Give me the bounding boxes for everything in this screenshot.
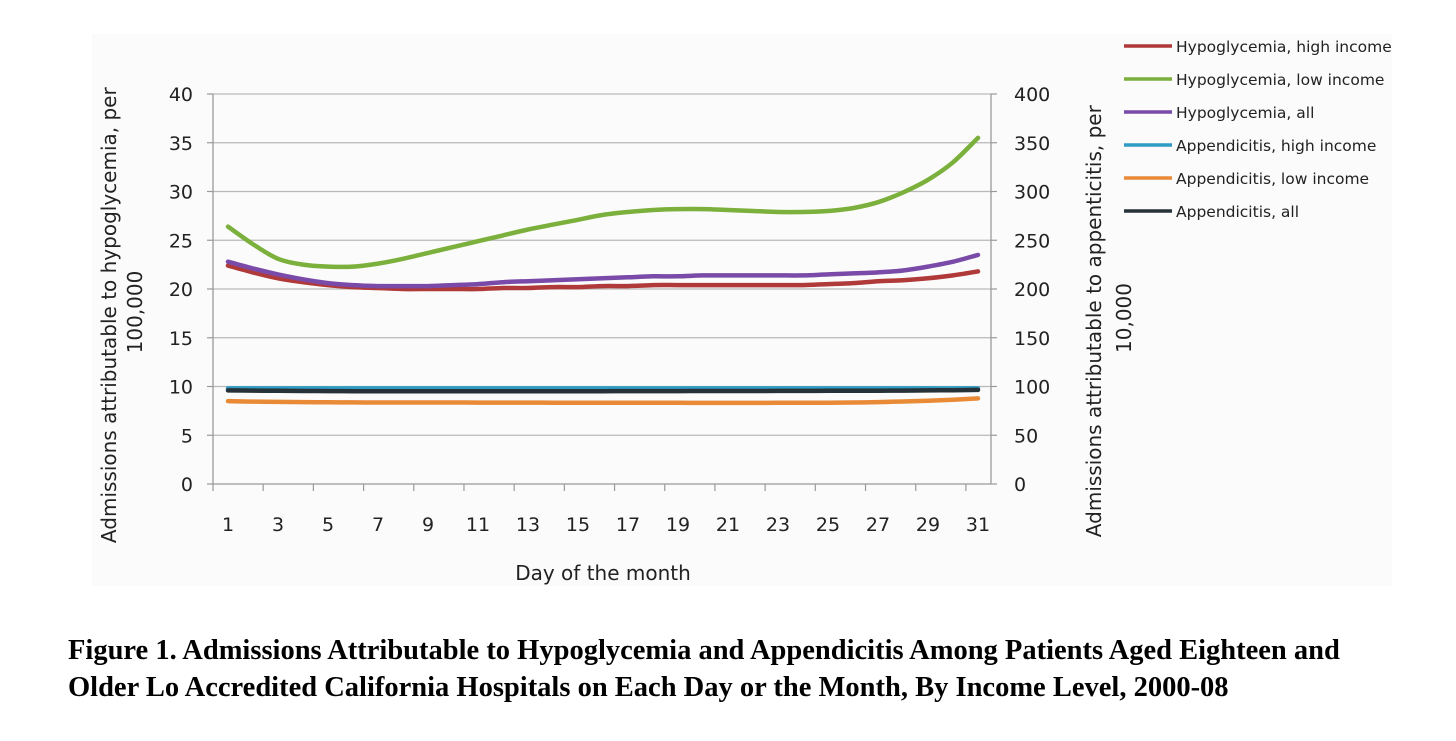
y-left-tick-label: 30 bbox=[169, 182, 193, 204]
y-left-tick-label: 10 bbox=[169, 377, 193, 399]
y-right-tick-label: 400 bbox=[1014, 84, 1050, 106]
x-tick-label: 17 bbox=[616, 514, 640, 536]
y-left-tick-label: 25 bbox=[169, 230, 193, 252]
x-tick-label: 3 bbox=[272, 514, 284, 536]
x-tick-label: 15 bbox=[566, 514, 590, 536]
x-axis-title: Day of the month bbox=[515, 561, 691, 585]
legend: Hypoglycemia, high income Hypoglycemia, l… bbox=[1124, 38, 1392, 221]
chart-panel bbox=[92, 34, 1392, 586]
x-tick-label: 27 bbox=[866, 514, 890, 536]
y-axis-left-title-line-1: Admissions attributable to hypoglycemia,… bbox=[97, 87, 121, 544]
y-axis-left-title-line-2: 100,000 bbox=[123, 271, 147, 354]
x-tick-label: 1 bbox=[222, 514, 234, 536]
y-right-tick-label: 0 bbox=[1014, 474, 1026, 496]
y-right-tick-label: 300 bbox=[1014, 182, 1050, 204]
series-line-hypoglycemia-all bbox=[225, 252, 981, 289]
y-right-tick-label: 50 bbox=[1014, 425, 1038, 447]
x-tick-label: 7 bbox=[372, 514, 384, 536]
y-right-tick-label: 200 bbox=[1014, 279, 1050, 301]
x-tick-label: 5 bbox=[322, 514, 334, 536]
line-chart: Day of the month Admissions attributable… bbox=[97, 38, 1392, 585]
x-tick-label: 29 bbox=[916, 514, 940, 536]
axis-layer: Day of the month Admissions attributable… bbox=[97, 81, 1136, 585]
y-left-tick-label: 5 bbox=[181, 425, 193, 447]
y-axis-right-title-line-2: 10,000 bbox=[1112, 283, 1136, 353]
legend-label-appendicitis-low-income: Appendicitis, low income bbox=[1176, 170, 1369, 188]
x-tick-label: 25 bbox=[816, 514, 840, 536]
y-right-tick-label: 100 bbox=[1014, 377, 1050, 399]
legend-label-hypoglycemia-all: Hypoglycemia, all bbox=[1176, 104, 1314, 122]
figure-caption: Figure 1. Admissions Attributable to Hyp… bbox=[68, 635, 1340, 703]
y-right-tick-label: 250 bbox=[1014, 230, 1050, 252]
x-tick-label: 19 bbox=[666, 514, 690, 536]
y-axis-right-title-line-1: Admissions attributable to appenticitis,… bbox=[1082, 104, 1106, 537]
series-line-appendicitis-low-income bbox=[225, 396, 981, 406]
x-tick-label: 21 bbox=[716, 514, 740, 536]
y-left-tick-label: 20 bbox=[169, 279, 193, 301]
legend-label-hypoglycemia-low-income: Hypoglycemia, low income bbox=[1176, 71, 1384, 89]
y-left-tick-label: 40 bbox=[169, 84, 193, 106]
x-tick-label: 31 bbox=[966, 514, 990, 536]
legend-label-appendicitis-all: Appendicitis, all bbox=[1176, 203, 1299, 221]
series-line-hypoglycemia-low-income bbox=[225, 135, 981, 270]
y-right-tick-label: 150 bbox=[1014, 328, 1050, 350]
y-left-tick-label: 15 bbox=[169, 328, 193, 350]
x-tick-label: 23 bbox=[766, 514, 790, 536]
y-left-tick-label: 0 bbox=[181, 474, 193, 496]
series-layer bbox=[225, 135, 981, 406]
legend-label-appendicitis-high-income: Appendicitis, high income bbox=[1176, 137, 1376, 155]
x-tick-label: 13 bbox=[516, 514, 540, 536]
y-left-tick-label: 35 bbox=[169, 133, 193, 155]
y-axis-right-title: Admissions attributable to appenticitis,… bbox=[1082, 99, 1136, 537]
x-tick-label: 11 bbox=[466, 514, 490, 536]
legend-label-hypoglycemia-high-income: Hypoglycemia, high income bbox=[1176, 38, 1392, 56]
x-tick-label: 9 bbox=[422, 514, 434, 536]
y-right-tick-label: 350 bbox=[1014, 133, 1050, 155]
series-line-appendicitis-all bbox=[225, 387, 981, 394]
y-axis-left-title: Admissions attributable to hypoglycemia,… bbox=[97, 81, 147, 543]
